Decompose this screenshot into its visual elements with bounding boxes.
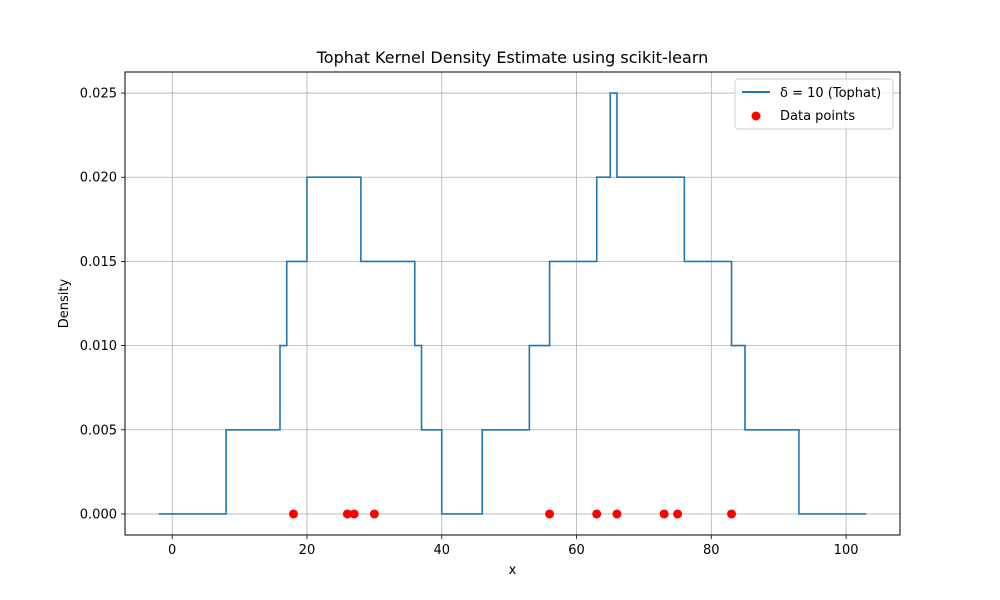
axis-ticks: 0 20 40 60 80 100 0.000 0.005 0.010 0.015 0.020 0.0… xyxy=(80,87,859,558)
legend-box xyxy=(734,78,894,130)
legend-dot-swatch xyxy=(751,111,761,121)
y-tick-label: 0.010 xyxy=(80,339,117,354)
data-point-marker xyxy=(545,509,555,519)
data-point-marker xyxy=(288,509,298,519)
x-tick-label: 0 xyxy=(168,543,176,558)
y-tick-label: 0.015 xyxy=(80,255,117,270)
y-axis-label: Density xyxy=(57,278,72,328)
x-tick-label: 60 xyxy=(568,543,585,558)
data-point-marker xyxy=(612,509,622,519)
data-point-marker xyxy=(727,509,737,519)
legend: δ = 10 (Tophat) Data points xyxy=(734,78,894,130)
y-tick-label: 0.020 xyxy=(80,171,117,186)
y-tick-label: 0.000 xyxy=(80,507,117,522)
kde-step-line xyxy=(158,92,867,515)
y-tick-label: 0.005 xyxy=(80,423,117,438)
data-point-marker xyxy=(342,509,352,519)
data-point-marker xyxy=(673,509,683,519)
legend-label-kde: δ = 10 (Tophat) xyxy=(780,86,881,101)
x-tick-label: 40 xyxy=(433,543,450,558)
chart-title: Tophat Kernel Density Estimate using sci… xyxy=(316,48,709,67)
data-point-marker xyxy=(349,509,359,519)
y-tick-label: 0.025 xyxy=(80,87,117,102)
series-layer xyxy=(158,92,867,519)
plot-frame xyxy=(124,71,901,536)
x-tick-label: 100 xyxy=(834,543,859,558)
data-point-marker xyxy=(659,509,669,519)
legend-label-data-points: Data points xyxy=(780,109,855,124)
data-point-marker xyxy=(369,509,379,519)
x-tick-label: 20 xyxy=(299,543,316,558)
x-tick-label: 80 xyxy=(703,543,720,558)
data-point-marker xyxy=(592,509,602,519)
x-axis-label: x xyxy=(509,563,517,578)
